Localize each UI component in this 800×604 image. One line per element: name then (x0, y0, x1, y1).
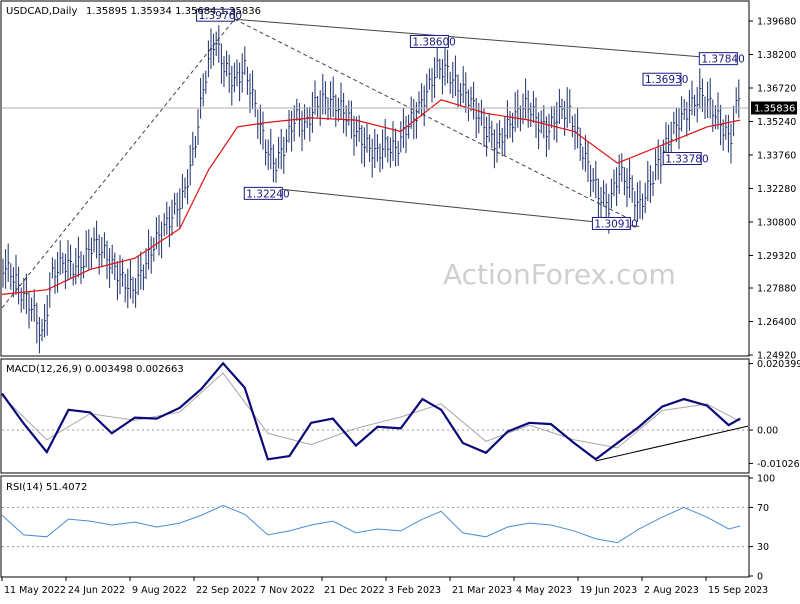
x-tick-label: 21 Dec 2022 (324, 585, 385, 596)
price-annotation-box (196, 8, 236, 22)
rsi-panel-frame (0, 475, 750, 578)
price-annotation-label: 1.39760 (199, 10, 242, 22)
price-annotation-box (243, 186, 283, 200)
rsi-tick-label: 70 (757, 503, 769, 514)
price-panel-frame (0, 0, 750, 357)
x-tick-label: 7 Nov 2022 (260, 585, 315, 596)
current-price-tag: 1.35836 (751, 101, 797, 115)
price-tick-label: 1.38200 (757, 50, 796, 61)
price-series (1, 18, 748, 354)
x-tick-label: 11 May 2022 (4, 585, 66, 596)
macd-tick-label: -0.01026 (757, 459, 800, 470)
macd-tick-label: 0.00 (757, 425, 778, 436)
rsi-series (1, 504, 741, 544)
trend-line (234, 18, 700, 58)
price-annotation-label: 1.38600 (412, 36, 455, 48)
x-tick-label: 22 Sep 2022 (196, 585, 256, 596)
rsi-line (1, 504, 741, 544)
x-axis: 11 May 2022 24 Jun 2022 9 Aug 2022 22 Sep 2… (1, 577, 768, 596)
trend-line (282, 188, 640, 227)
rsi-title: RSI(14) 51.4072 (6, 482, 87, 493)
macd-line (1, 361, 741, 461)
x-tick-label: 24 Jun 2022 (68, 585, 125, 596)
macd-title: MACD(12,26,9) 0.003498 0.002663 (6, 364, 184, 375)
watermark: ActionForex.com (443, 258, 676, 291)
price-annotation-box (409, 34, 449, 48)
price-tick-label: 1.35240 (757, 117, 796, 128)
macd-y-axis: 0.020399 0.00 -0.01026 (2, 359, 800, 470)
price-title: USDCAD,Daily (6, 6, 77, 17)
x-tick-label: 21 Mar 2023 (452, 585, 512, 596)
price-annotation-label: 1.30910 (594, 218, 637, 230)
price-annotation-box (698, 52, 738, 66)
price-tick-label: 1.30800 (757, 217, 796, 228)
price-annotation-box (591, 216, 631, 230)
rsi-tick-label: 0 (757, 572, 763, 583)
price-annotation-label: 1.32240 (246, 188, 289, 200)
trend-line (1, 18, 235, 309)
price-annotations: 1.39760 1.38600 1.37840 1.36930 1.32240 1.337… (196, 8, 745, 230)
macd-panel-frame (0, 358, 750, 474)
x-tick-label: 19 Jun 2023 (580, 585, 637, 596)
rsi-tick-label: 100 (757, 474, 775, 485)
rsi-tick-label: 30 (757, 542, 769, 553)
ohlc-readout: 1.35895 1.35934 1.35684 1.35836 (86, 6, 261, 17)
price-y-axis: 1.39680 1.38200 1.36720 1.35240 1.33760 1.322… (749, 17, 796, 362)
macd-signal-line (1, 372, 741, 449)
price-tick-label: 1.26400 (757, 317, 796, 328)
current-price-bg (751, 101, 797, 115)
price-annotation-box (662, 152, 702, 166)
x-tick-label: 15 Sep 2023 (708, 585, 768, 596)
price-tick-label: 1.32280 (757, 184, 796, 195)
x-tick-label: 4 May 2023 (516, 585, 572, 596)
price-tick-label: 1.27880 (757, 284, 796, 295)
price-annotation-box (642, 72, 682, 86)
price-annotation-label: 1.37840 (701, 54, 744, 66)
moving-average-line (1, 99, 741, 295)
price-tick-label: 1.39680 (757, 17, 796, 28)
price-tick-label: 1.36720 (757, 83, 796, 94)
rsi-y-axis: 100 70 30 0 (2, 474, 775, 583)
current-price-label: 1.35836 (754, 103, 795, 114)
macd-series (1, 361, 749, 462)
price-annotation-label: 1.36930 (645, 74, 688, 86)
x-tick-label: 9 Aug 2022 (132, 585, 187, 596)
price-tick-label: 1.29320 (757, 251, 796, 262)
price-tick-label: 1.24920 (757, 351, 796, 362)
panel-frames (0, 0, 750, 578)
trend-line (234, 18, 631, 220)
x-tick-label: 2 Aug 2023 (644, 585, 699, 596)
macd-tick-label: 0.020399 (757, 359, 800, 370)
price-annotation-label: 1.33780 (665, 154, 708, 166)
macd-trend-line (595, 425, 749, 462)
x-tick-label: 3 Feb 2023 (388, 585, 441, 596)
price-tick-label: 1.33760 (757, 150, 796, 161)
